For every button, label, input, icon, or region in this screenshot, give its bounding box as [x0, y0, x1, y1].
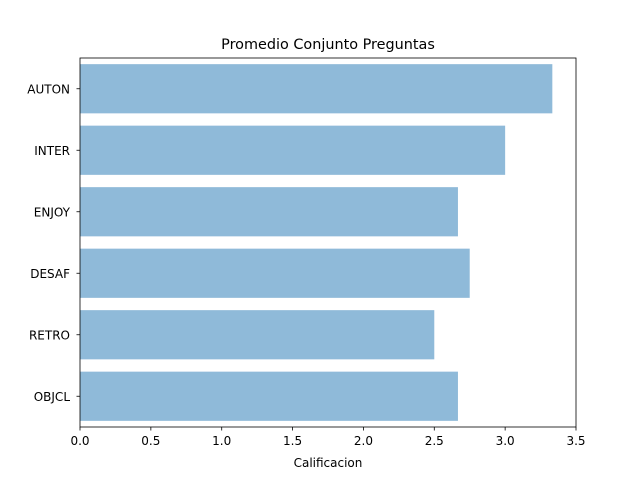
y-tick-label-retro: RETRO [29, 328, 70, 342]
bars-group [80, 64, 553, 421]
plot-frame [79, 57, 577, 428]
x-tick-label-2-5: 2.5 [425, 434, 444, 448]
chart-title: Promedio Conjunto Preguntas [221, 37, 435, 53]
x-tick-label-2-0: 2.0 [354, 434, 373, 448]
x-axis-label: Calificacion [294, 456, 363, 470]
x-tick-label-0-0: 0.0 [70, 434, 89, 448]
y-tick-label-enjoy: ENJOY [34, 205, 71, 219]
bar-desaf [80, 248, 470, 298]
y-tick-label-objcl: OBJCL [34, 390, 71, 404]
x-tick-label-3-0: 3.0 [496, 434, 515, 448]
x-tick-label-1-5: 1.5 [283, 434, 302, 448]
x-tick-label-3-5: 3.5 [566, 434, 585, 448]
y-tick-label-inter: INTER [34, 144, 70, 158]
y-tick-label-desaf: DESAF [30, 267, 70, 281]
bar-objcl [80, 371, 458, 421]
bar-auton [80, 64, 553, 114]
x-tick-label-1-0: 1.0 [212, 434, 231, 448]
x-axis-ticks: 0.0 0.5 1.0 1.5 2.0 2.5 3.0 3.5 [70, 427, 586, 448]
bar-inter [80, 125, 506, 175]
bar-enjoy [80, 187, 458, 237]
x-tick-label-0-5: 0.5 [141, 434, 160, 448]
bar-retro [80, 310, 435, 360]
y-tick-label-auton: AUTON [27, 82, 70, 96]
y-axis-ticks: AUTON INTER ENJOY DESAF RETRO OBJCL [27, 82, 80, 404]
